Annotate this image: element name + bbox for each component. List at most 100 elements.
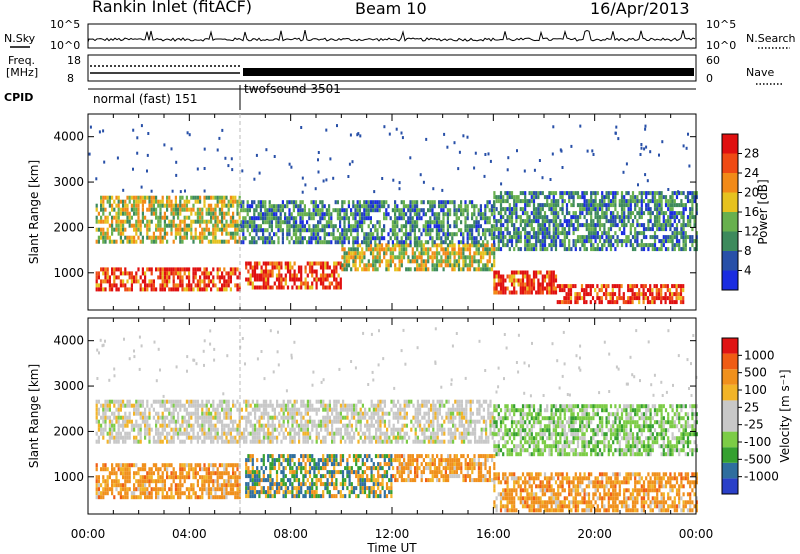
data-cell bbox=[418, 466, 421, 471]
data-cell bbox=[365, 232, 368, 237]
data-cell bbox=[510, 270, 514, 275]
data-cell bbox=[163, 467, 166, 472]
data-cell bbox=[653, 207, 657, 212]
data-cell bbox=[627, 191, 630, 196]
data-cell bbox=[111, 195, 114, 200]
data-cell bbox=[671, 235, 674, 240]
data-cell bbox=[664, 195, 668, 200]
data-cell bbox=[429, 470, 432, 475]
data-cell bbox=[328, 232, 331, 237]
data-cell bbox=[161, 239, 164, 244]
data-cell bbox=[185, 487, 188, 492]
data-cell bbox=[567, 288, 570, 293]
data-cell bbox=[563, 199, 566, 204]
data-cell bbox=[667, 223, 670, 228]
data-cell bbox=[530, 211, 533, 216]
data-cell bbox=[380, 200, 383, 205]
data-cell bbox=[227, 211, 230, 216]
data-cell bbox=[493, 236, 496, 241]
data-cell bbox=[552, 211, 555, 216]
data-cell bbox=[524, 239, 527, 244]
data-cell bbox=[324, 466, 327, 471]
data-cell bbox=[264, 269, 268, 274]
data-cell bbox=[117, 491, 120, 496]
data-cell bbox=[590, 223, 593, 228]
data-cell bbox=[295, 232, 298, 237]
data-cell bbox=[556, 300, 559, 305]
data-cell bbox=[314, 208, 317, 213]
data-cell bbox=[135, 279, 138, 284]
data-cell bbox=[199, 199, 202, 204]
data-cell bbox=[106, 487, 109, 492]
data-cell bbox=[574, 219, 577, 224]
data-cell bbox=[526, 203, 529, 208]
data-cell bbox=[227, 223, 230, 228]
data-cell bbox=[416, 259, 419, 264]
data-cell bbox=[466, 224, 469, 229]
data-cell bbox=[497, 211, 500, 216]
data-cell bbox=[510, 191, 514, 196]
data-cell bbox=[506, 508, 509, 513]
data-cell bbox=[277, 236, 280, 241]
data-cell bbox=[301, 224, 304, 229]
data-cell bbox=[319, 265, 323, 270]
data-cell bbox=[177, 283, 180, 288]
data-cell bbox=[168, 287, 171, 292]
data-cell bbox=[642, 247, 646, 252]
power-x-ticks bbox=[87, 114, 697, 310]
data-cell bbox=[381, 466, 384, 471]
data-cell bbox=[435, 236, 438, 241]
data-cell bbox=[315, 490, 318, 495]
data-cell bbox=[267, 454, 270, 459]
data-cell bbox=[572, 243, 575, 248]
data-cell bbox=[330, 240, 333, 245]
data-cell bbox=[311, 478, 314, 483]
data-cell bbox=[493, 211, 496, 216]
data-cell bbox=[695, 211, 698, 216]
data-cell bbox=[433, 200, 436, 205]
data-cell bbox=[605, 235, 608, 240]
data-cell bbox=[221, 203, 224, 208]
data-cell bbox=[97, 491, 100, 496]
data-cell bbox=[451, 247, 454, 252]
data-cell bbox=[328, 265, 331, 270]
data-cell bbox=[102, 235, 105, 240]
data-cell bbox=[535, 239, 538, 244]
data-cell bbox=[221, 491, 224, 496]
data-cell bbox=[223, 267, 226, 272]
data-cell bbox=[234, 199, 237, 204]
data-cell bbox=[435, 216, 438, 221]
data-cell bbox=[394, 474, 397, 479]
data-cell bbox=[695, 243, 698, 248]
data-cell bbox=[159, 207, 162, 212]
data-cell bbox=[161, 283, 164, 288]
data-cell bbox=[106, 267, 109, 272]
data-cell bbox=[640, 247, 643, 252]
data-cell bbox=[155, 491, 158, 496]
data-cell bbox=[495, 195, 498, 200]
data-cell bbox=[111, 271, 114, 276]
data-cell bbox=[508, 231, 511, 236]
data-cell bbox=[310, 240, 313, 245]
data-cell bbox=[394, 224, 397, 229]
data-cell bbox=[515, 290, 518, 295]
data-cell bbox=[623, 215, 626, 220]
data-cell bbox=[325, 128, 328, 132]
data-cell bbox=[537, 278, 540, 283]
data-cell bbox=[333, 265, 336, 270]
data-cell bbox=[390, 474, 393, 479]
data-cell bbox=[292, 200, 295, 205]
data-cell bbox=[691, 227, 694, 232]
data-cell bbox=[519, 290, 522, 295]
data-cell bbox=[528, 290, 531, 295]
data-cell bbox=[594, 300, 597, 305]
data-cell bbox=[466, 255, 469, 260]
data-cell bbox=[583, 191, 586, 196]
data-cell bbox=[179, 239, 182, 244]
data-cell bbox=[646, 288, 650, 293]
data-cell bbox=[207, 495, 210, 500]
data-cell bbox=[508, 488, 511, 493]
data-cell bbox=[150, 271, 153, 276]
data-cell bbox=[242, 228, 245, 233]
data-cell bbox=[304, 466, 307, 471]
